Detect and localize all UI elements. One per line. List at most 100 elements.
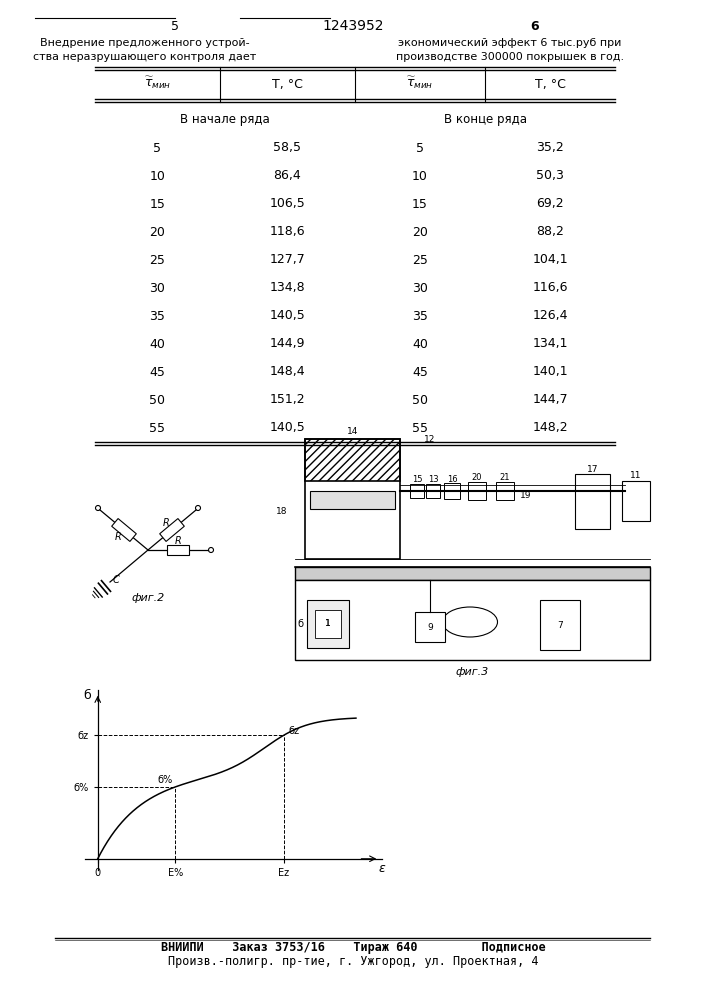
Text: Произв.-полигр. пр-тие, г. Ужгород, ул. Проектная, 4: Произв.-полигр. пр-тие, г. Ужгород, ул. … bbox=[168, 956, 538, 968]
Text: 1243952: 1243952 bbox=[322, 19, 384, 33]
Text: Внедрение предложенного устрой-: Внедрение предложенного устрой- bbox=[40, 38, 250, 48]
Text: 5: 5 bbox=[153, 141, 161, 154]
Text: 55: 55 bbox=[149, 422, 165, 434]
Text: 30: 30 bbox=[150, 282, 165, 294]
Text: 21: 21 bbox=[500, 474, 510, 483]
Text: 151,2: 151,2 bbox=[269, 393, 305, 406]
Text: 10: 10 bbox=[412, 169, 428, 182]
Text: экономический эффект 6 тыс.руб при: экономический эффект 6 тыс.руб при bbox=[398, 38, 621, 48]
Bar bbox=[295, 580, 650, 660]
Text: 148,2: 148,2 bbox=[532, 422, 568, 434]
Text: 30: 30 bbox=[412, 282, 428, 294]
Text: 19: 19 bbox=[520, 490, 532, 499]
Text: 35: 35 bbox=[150, 310, 165, 322]
Text: C: C bbox=[112, 575, 119, 585]
Text: 104,1: 104,1 bbox=[532, 253, 568, 266]
Text: фиг.2: фиг.2 bbox=[132, 593, 165, 603]
Text: 13: 13 bbox=[428, 476, 438, 485]
Text: R: R bbox=[163, 518, 170, 528]
Text: T, °C: T, °C bbox=[272, 78, 303, 91]
Text: ства неразрушающего контроля дает: ства неразрушающего контроля дает bbox=[33, 52, 257, 62]
Bar bbox=[496, 482, 514, 500]
Text: В конце ряда: В конце ряда bbox=[443, 113, 527, 126]
Text: 11: 11 bbox=[630, 472, 642, 481]
Text: 15: 15 bbox=[411, 476, 422, 485]
Bar bbox=[305, 439, 400, 559]
Text: 144,9: 144,9 bbox=[270, 338, 305, 351]
Text: ε: ε bbox=[378, 862, 385, 875]
Text: 127,7: 127,7 bbox=[269, 253, 305, 266]
Text: 45: 45 bbox=[150, 365, 165, 378]
Text: R: R bbox=[115, 532, 122, 542]
Text: б%: б% bbox=[158, 775, 173, 785]
Text: бz: бz bbox=[289, 726, 300, 736]
Text: $\widetilde{\tau}_{мин}$: $\widetilde{\tau}_{мин}$ bbox=[407, 74, 433, 91]
Text: 140,1: 140,1 bbox=[532, 365, 568, 378]
Text: 50: 50 bbox=[149, 393, 165, 406]
Text: б: б bbox=[83, 689, 91, 702]
Text: 18: 18 bbox=[276, 508, 287, 516]
Bar bbox=[307, 600, 349, 648]
Text: 40: 40 bbox=[412, 338, 428, 351]
Bar bbox=[160, 519, 185, 541]
Text: 45: 45 bbox=[412, 365, 428, 378]
Bar bbox=[295, 567, 650, 580]
Text: 140,5: 140,5 bbox=[269, 310, 305, 322]
Text: 35,2: 35,2 bbox=[536, 141, 564, 154]
Text: 15: 15 bbox=[150, 198, 165, 211]
Text: 6: 6 bbox=[531, 19, 539, 32]
Text: 148,4: 148,4 bbox=[269, 365, 305, 378]
Text: 134,8: 134,8 bbox=[269, 282, 305, 294]
Text: 140,5: 140,5 bbox=[269, 422, 305, 434]
Text: В начале ряда: В начале ряда bbox=[180, 113, 270, 126]
Text: 17: 17 bbox=[587, 464, 598, 474]
Text: 20: 20 bbox=[150, 226, 165, 238]
Text: 69,2: 69,2 bbox=[536, 198, 563, 211]
Text: 116,6: 116,6 bbox=[532, 282, 568, 294]
Bar bbox=[315, 610, 341, 638]
Text: R: R bbox=[175, 536, 182, 546]
Text: 40: 40 bbox=[150, 338, 165, 351]
Text: 7: 7 bbox=[557, 620, 563, 630]
Bar bbox=[622, 481, 650, 521]
Text: фиг.3: фиг.3 bbox=[456, 667, 489, 677]
Text: 50: 50 bbox=[412, 393, 428, 406]
Bar bbox=[468, 482, 486, 500]
Ellipse shape bbox=[443, 607, 498, 637]
Text: T, °C: T, °C bbox=[534, 78, 566, 91]
Text: 106,5: 106,5 bbox=[269, 198, 305, 211]
Text: 9: 9 bbox=[427, 622, 433, 632]
Text: 50,3: 50,3 bbox=[536, 169, 564, 182]
Text: 12: 12 bbox=[424, 434, 436, 444]
Text: $\widetilde{\tau}_{мин}$: $\widetilde{\tau}_{мин}$ bbox=[144, 74, 171, 91]
Bar bbox=[305, 439, 400, 481]
Bar bbox=[540, 600, 580, 650]
Bar bbox=[167, 545, 189, 555]
Text: 35: 35 bbox=[412, 310, 428, 322]
Text: 88,2: 88,2 bbox=[536, 226, 564, 238]
Text: 58,5: 58,5 bbox=[274, 141, 301, 154]
Bar bbox=[112, 519, 136, 541]
Text: 55: 55 bbox=[412, 422, 428, 434]
Bar bbox=[426, 484, 440, 498]
Text: 1: 1 bbox=[325, 619, 331, 629]
Text: ВНИИПИ    Заказ 3753/16    Тираж 640         Подписное: ВНИИПИ Заказ 3753/16 Тираж 640 Подписное bbox=[160, 942, 545, 954]
Text: 25: 25 bbox=[412, 253, 428, 266]
Bar bbox=[415, 612, 445, 642]
Text: б: б bbox=[298, 619, 304, 629]
Text: 118,6: 118,6 bbox=[269, 226, 305, 238]
Text: 86,4: 86,4 bbox=[274, 169, 301, 182]
Text: 5: 5 bbox=[416, 141, 424, 154]
Text: 15: 15 bbox=[412, 198, 428, 211]
Text: 20: 20 bbox=[472, 474, 482, 483]
Text: 134,1: 134,1 bbox=[532, 338, 568, 351]
Bar bbox=[310, 491, 395, 509]
Bar bbox=[305, 439, 400, 481]
Text: 144,7: 144,7 bbox=[532, 393, 568, 406]
Text: 10: 10 bbox=[150, 169, 165, 182]
Text: производстве 300000 покрышек в год.: производстве 300000 покрышек в год. bbox=[396, 52, 624, 62]
Text: 5: 5 bbox=[171, 19, 179, 32]
Bar bbox=[575, 474, 610, 529]
Text: 14: 14 bbox=[347, 426, 358, 436]
Bar bbox=[410, 484, 424, 498]
